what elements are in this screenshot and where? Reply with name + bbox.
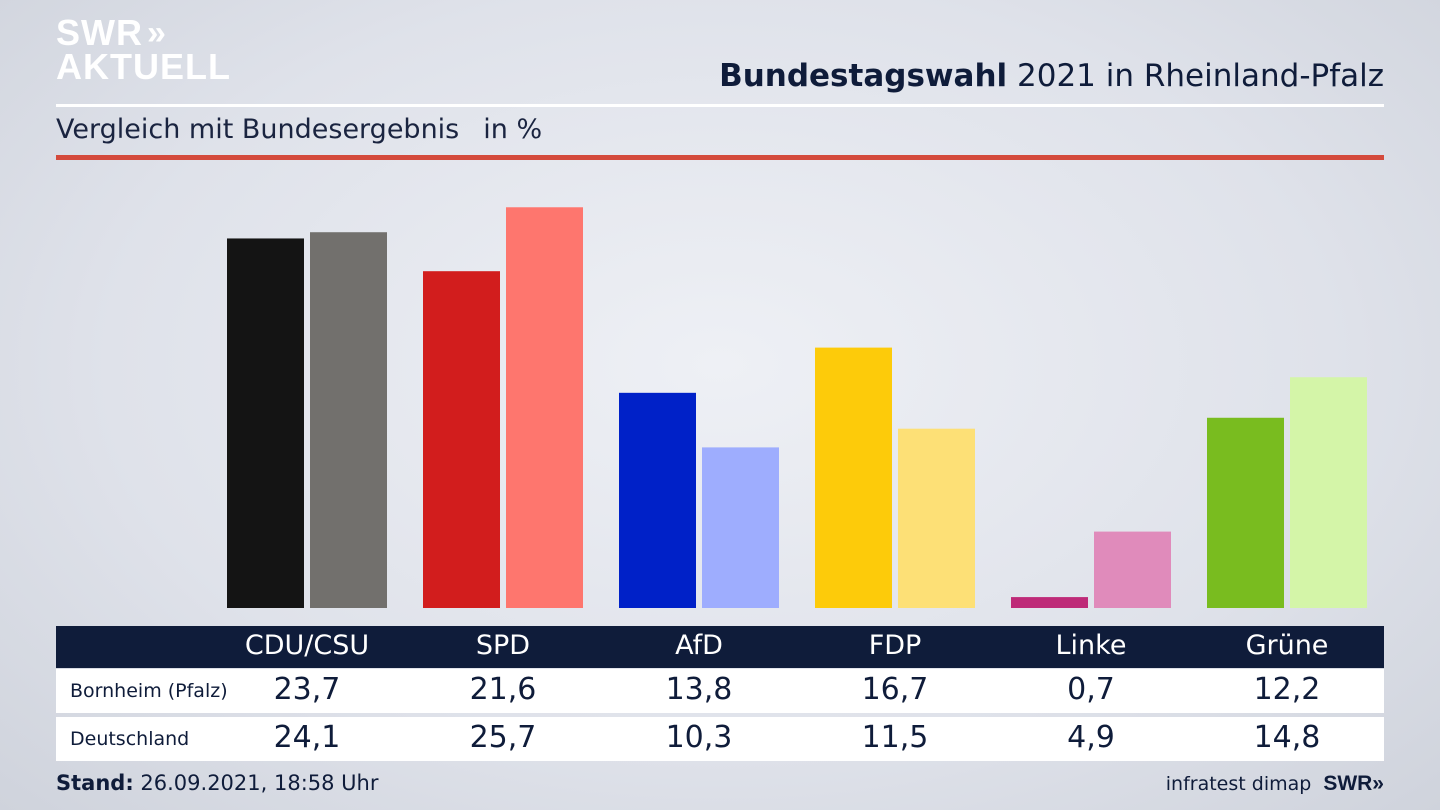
bar-afd-bornheim [619, 392, 696, 608]
header-divider [56, 104, 1384, 107]
column-header-gr-ne: Grüne [1245, 630, 1329, 661]
value-bornheim-linke: 0,7 [1067, 672, 1115, 707]
value-bornheim-afd: 13,8 [665, 672, 733, 707]
value-deutschland-linke: 4,9 [1067, 720, 1115, 755]
timestamp: Stand: 26.09.2021, 18:58 Uhr [56, 771, 379, 795]
value-deutschland-spd: 25,7 [469, 720, 537, 755]
column-header-fdp: FDP [868, 630, 922, 661]
title-bold: Bundestagswahl [719, 58, 1008, 94]
source-credit: infratest dimap SWR» [1166, 772, 1384, 796]
bar-cdu-csu-deutschland [310, 232, 387, 609]
bar-linke-bornheim [1011, 597, 1088, 608]
table-header-row: CDU/CSU SPD AfD FDP Linke Grüne [56, 626, 1384, 668]
value-deutschland-afd: 10,3 [665, 720, 733, 755]
value-bornheim-spd: 21,6 [469, 672, 537, 707]
chart-subtitle: Vergleich mit Bundesergebnis in % [56, 114, 542, 145]
bar-chart [227, 207, 1367, 609]
bar-fdp-deutschland [898, 428, 975, 608]
table-row-bornheim: Bornheim (Pfalz) 23,7 21,6 13,8 16,7 0,7 12,2 [56, 669, 1384, 713]
subtitle-text: Vergleich mit Bundesergebnis [56, 114, 460, 145]
bar-cdu-csu-bornheim [227, 238, 304, 608]
column-header-spd: SPD [475, 630, 531, 661]
table-row-deutschland: Deutschland 24,1 25,7 10,3 11,5 4,9 14,8 [56, 717, 1384, 761]
column-header-linke: Linke [1055, 630, 1127, 661]
logo-chevrons-icon: » [147, 14, 167, 52]
results-table: CDU/CSU SPD AfD FDP Linke Grüne Bornheim (Pfa… [56, 626, 1384, 761]
unit-label: in % [483, 114, 543, 145]
title-rest: 2021 in Rheinland-Pfalz [1007, 58, 1384, 94]
column-header-cdu-csu: CDU/CSU [244, 630, 370, 661]
source-text: infratest dimap [1165, 773, 1312, 795]
value-deutschland-cdu-csu: 24,1 [273, 720, 341, 755]
row-label-bornheim: Bornheim (Pfalz) [70, 680, 228, 702]
row-label-deutschland: Deutschland [70, 728, 190, 750]
swr-aktuell-logo: SWR» AKTUELL [56, 12, 231, 87]
bar-afd-deutschland [702, 447, 779, 608]
subtitle-divider [56, 155, 1384, 160]
value-bornheim-gr-ne: 12,2 [1253, 672, 1321, 707]
value-deutschland-fdp: 11,5 [861, 720, 929, 755]
bar-spd-deutschland [506, 207, 583, 608]
bar-fdp-bornheim [815, 347, 892, 608]
bar-gr-ne-deutschland [1290, 377, 1367, 608]
value-bornheim-fdp: 16,7 [861, 672, 929, 707]
page-title: Bundestagswahl 2021 in Rheinland-Pfalz [719, 58, 1384, 94]
bar-linke-deutschland [1094, 531, 1171, 608]
stand-value: 26.09.2021, 18:58 Uhr [133, 771, 379, 795]
bar-gr-ne-bornheim [1207, 417, 1284, 608]
value-deutschland-gr-ne: 14,8 [1253, 720, 1321, 755]
stand-label: Stand: [56, 771, 134, 795]
logo-line2: AKTUELL [56, 46, 231, 87]
column-header-afd: AfD [675, 630, 723, 661]
swr-footer-logo: SWR» [1323, 772, 1384, 795]
bar-spd-bornheim [423, 271, 500, 608]
value-bornheim-cdu-csu: 23,7 [273, 672, 341, 707]
logo-line1: SWR [56, 12, 143, 53]
